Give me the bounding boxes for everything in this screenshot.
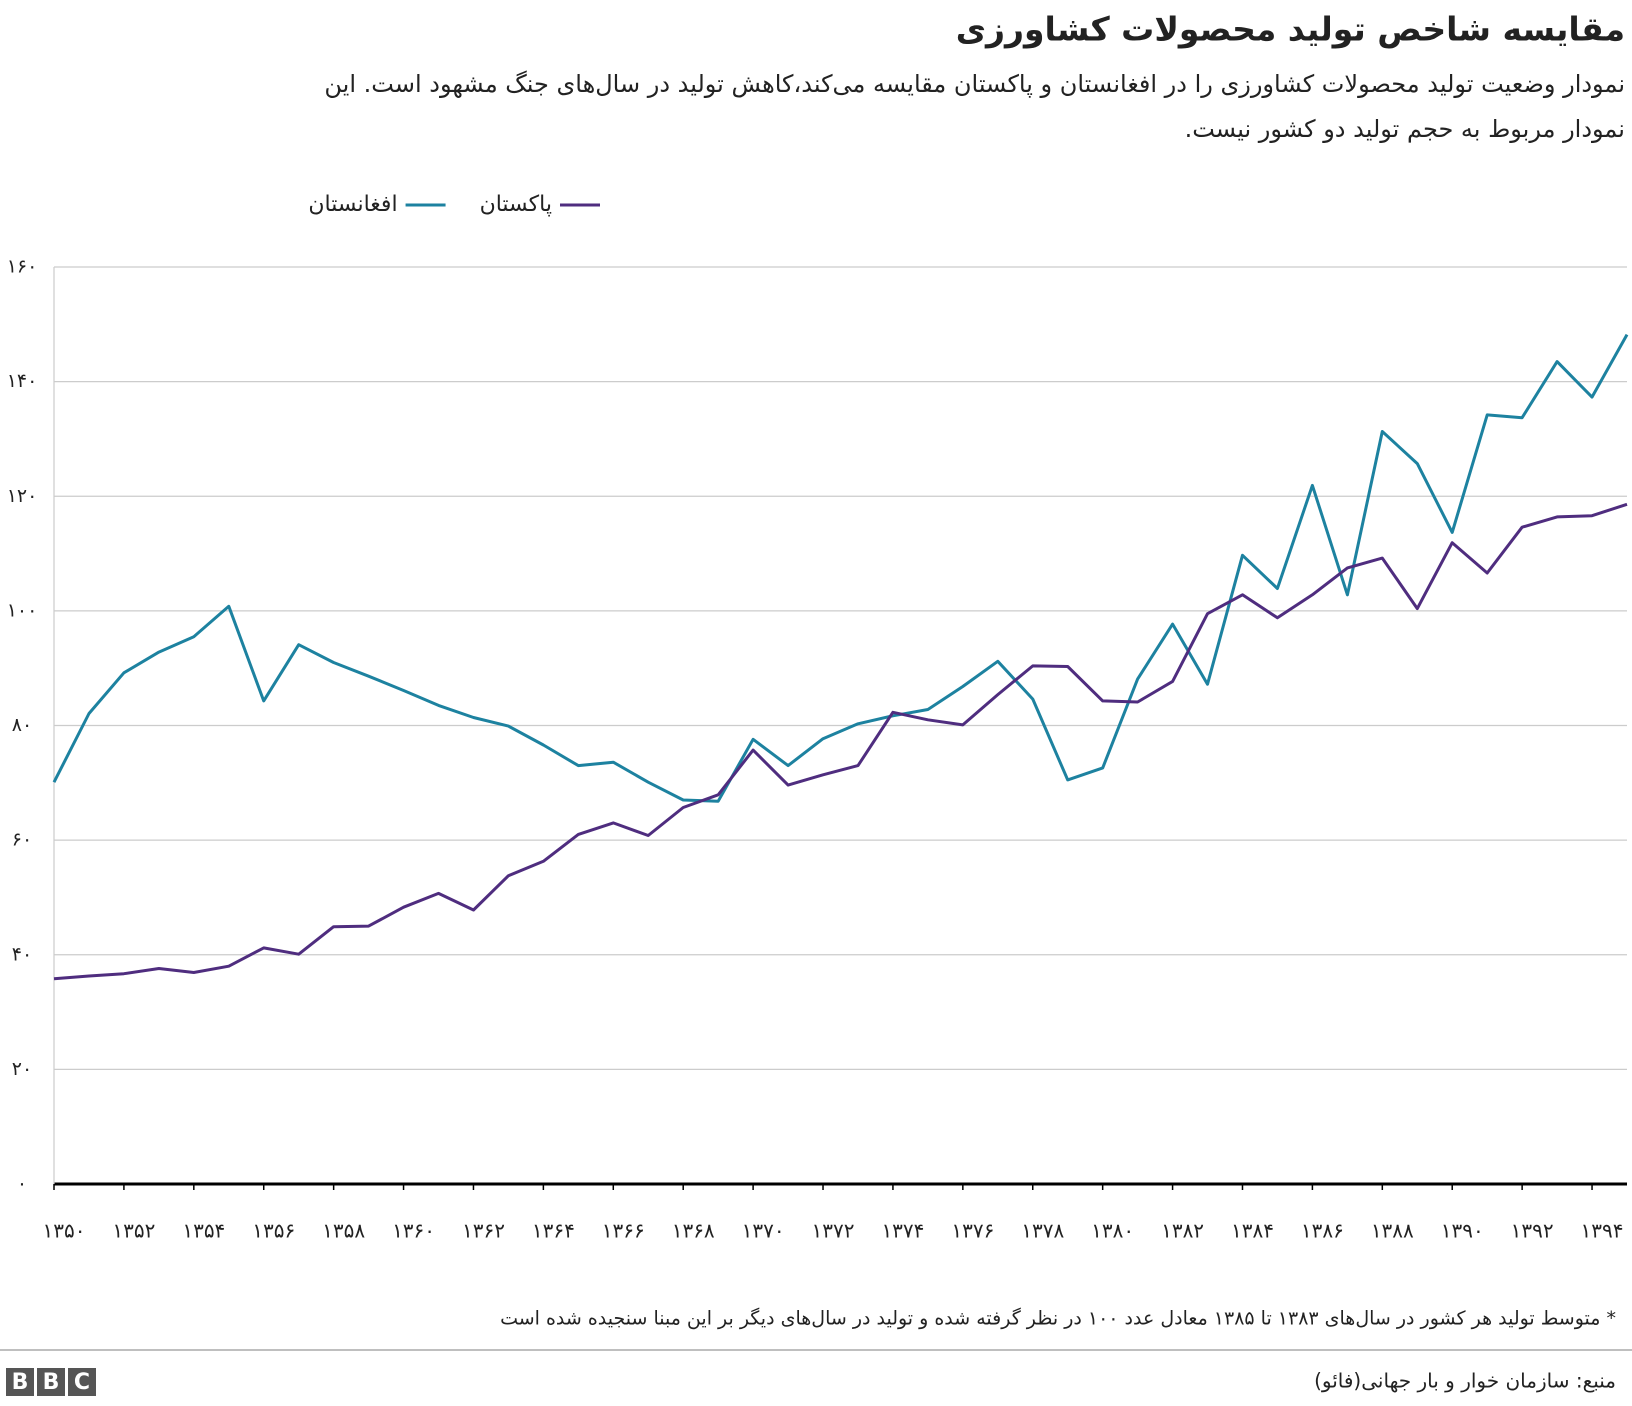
x-tick-label: ۱۳۷۴: [881, 1219, 924, 1243]
source: منبع: سازمان خوار و بار جهانی(فائو): [1314, 1369, 1616, 1393]
series-line: [52, 333, 1629, 803]
logo-letter: B: [12, 1370, 29, 1395]
subtitle: نمودار وضعیت تولید محصولات کشاورزی را در…: [324, 70, 1625, 98]
y-tick-label: ۱۲۰: [7, 485, 38, 507]
x-tick-label: ۱۳۶۶: [602, 1219, 645, 1243]
x-tick-label: ۱۳۶۲: [462, 1219, 505, 1243]
x-tick-label: ۱۳۹۲: [1511, 1219, 1554, 1243]
x-tick-label: ۱۳۵۸: [322, 1219, 365, 1243]
x-tick-label: ۱۳۷۰: [742, 1219, 785, 1243]
series-line: [53, 502, 1628, 981]
x-tick-label: ۱۳۸۶: [1301, 1219, 1344, 1243]
logo-box: [68, 1368, 96, 1396]
logo-letter: B: [43, 1370, 60, 1395]
chart-title: مقایسه شاخص تولید محصولات کشاورزی: [956, 10, 1625, 50]
x-tick-label: ۱۳۵۲: [112, 1219, 155, 1243]
x-tick-label: ۱۳۵۶: [252, 1219, 295, 1243]
logo-letter: C: [74, 1370, 90, 1395]
y-tick-label: ۲۰: [12, 1058, 32, 1080]
x-tick-label: ۱۳۷۶: [951, 1219, 994, 1243]
y-tick-label: ۱۶۰: [7, 256, 38, 278]
legend-label: افغانستان: [308, 192, 397, 217]
x-tick-label: ۱۳۶۴: [532, 1219, 575, 1243]
y-tick-label: ۶۰: [12, 829, 32, 851]
x-tick-label: ۱۳۸۰: [1091, 1219, 1134, 1243]
y-tick-label: ۴۰: [12, 943, 32, 965]
legend-label: پاکستان: [480, 192, 552, 217]
x-tick-label: ۱۳۶۸: [672, 1219, 715, 1243]
logo-box: [6, 1368, 34, 1396]
y-tick-label: ۱۰۰: [7, 599, 38, 621]
x-tick-label: ۱۳۵۰: [43, 1219, 86, 1243]
x-tick-label: ۱۳۸۴: [1231, 1219, 1274, 1243]
footnote: * متوسط تولید هر کشور در سال‌های ۱۳۸۳ تا…: [500, 1307, 1616, 1330]
grid: [53, 266, 1627, 1186]
x-tick-label: ۱۳۷۸: [1021, 1219, 1064, 1243]
subtitle: نمودار مربوط به حجم تولید دو کشور نیست.: [1185, 115, 1625, 143]
x-tick-label: ۱۳۸۸: [1371, 1219, 1414, 1243]
x-tick-label: ۱۳۹۰: [1441, 1219, 1484, 1243]
x-tick-label: ۱۳۶۰: [392, 1219, 435, 1243]
x-tick-label: ۱۳۷۲: [812, 1219, 855, 1243]
logo-box: [37, 1368, 65, 1396]
x-tick-label: ۱۳۵۴: [182, 1219, 225, 1243]
x-tick-label: ۱۳۸۲: [1161, 1219, 1204, 1243]
y-tick-label: ۱۴۰: [7, 370, 38, 392]
y-tick-label: ۸۰: [12, 714, 32, 736]
y-tick-label: ۰: [17, 1173, 27, 1195]
x-tick-label: ۱۳۹۴: [1581, 1219, 1624, 1243]
logo: B B C: [6, 1368, 96, 1396]
